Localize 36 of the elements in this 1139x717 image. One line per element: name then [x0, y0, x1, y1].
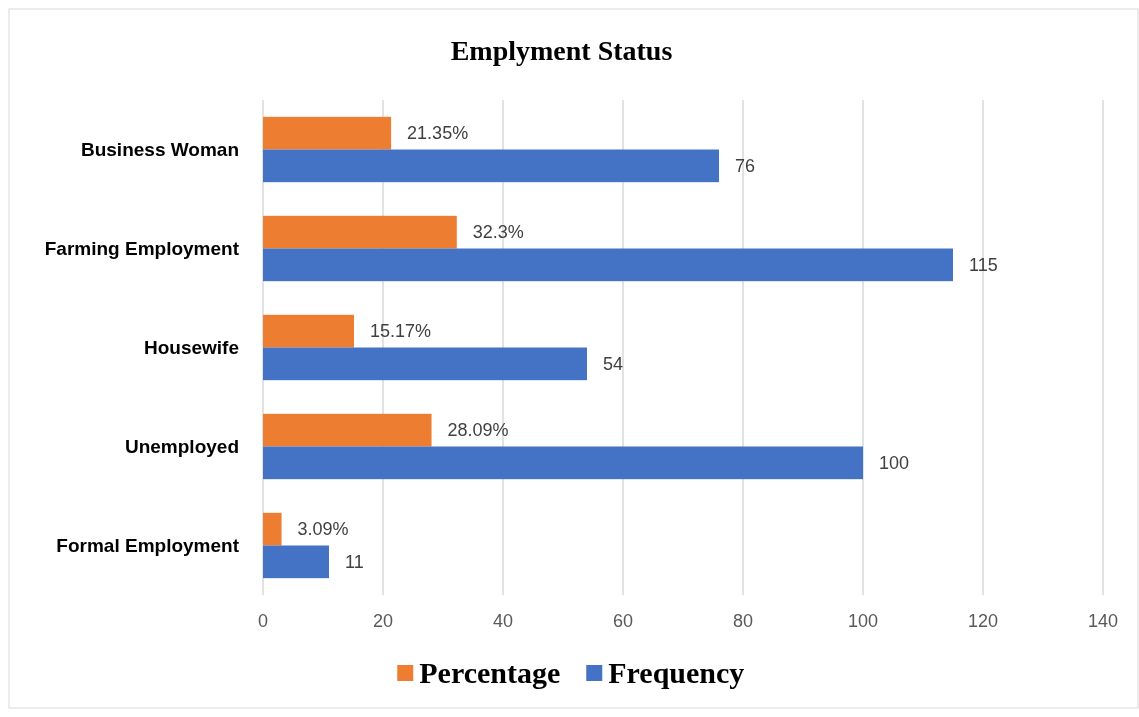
bar [263, 347, 587, 381]
bar [263, 413, 432, 447]
x-tick-label: 0 [257, 611, 269, 631]
data-label: 115 [969, 254, 998, 275]
data-label: 11 [345, 551, 364, 572]
data-label: 100 [879, 452, 910, 473]
data-label: 21.35% [407, 123, 469, 144]
y-tick-label: Formal Employment [56, 534, 240, 556]
data-label: 76 [735, 155, 756, 176]
bar [263, 314, 355, 348]
legend-label: Frequency [608, 656, 745, 689]
x-tick-label: 60 [612, 611, 634, 631]
legend-label: Percentage [419, 656, 561, 689]
data-label: 3.09% [297, 519, 349, 540]
y-tick-label: Business Woman [80, 138, 239, 160]
y-tick-label: Farming Employment [44, 237, 240, 259]
data-label: 32.3% [472, 222, 524, 243]
data-label: 15.17% [370, 321, 432, 342]
bar [263, 545, 329, 579]
bar [263, 248, 953, 282]
bar [263, 512, 282, 546]
bar [263, 149, 719, 183]
bar [263, 446, 863, 480]
y-tick-label: Housewife [143, 336, 239, 358]
y-tick-label: Unemployed [124, 435, 239, 457]
data-label: 28.09% [447, 420, 509, 441]
bar [263, 116, 392, 150]
data-label: 54 [603, 353, 624, 374]
x-tick-label: 100 [847, 611, 879, 631]
x-tick-label: 140 [1087, 611, 1119, 631]
x-tick-label: 80 [732, 611, 754, 631]
x-tick-label: 20 [372, 611, 394, 631]
chart-title: Emplyment Status [450, 35, 673, 66]
x-tick-label: 40 [492, 611, 514, 631]
x-tick-label: 120 [967, 611, 999, 631]
bar [263, 215, 457, 249]
